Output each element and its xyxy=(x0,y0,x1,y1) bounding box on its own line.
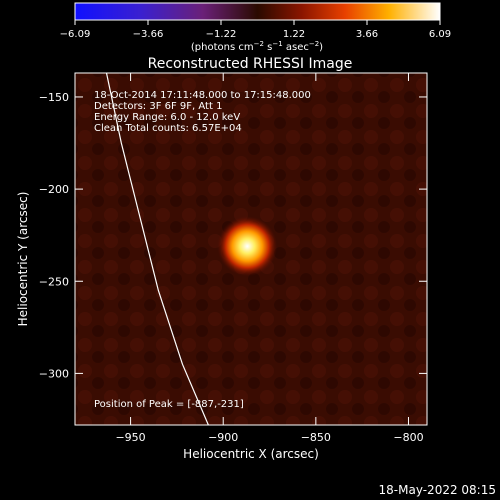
chart-title: Reconstructed RHESSI Image xyxy=(148,56,353,72)
annotations: 18-Oct-2014 17:11:48.000 to 17:15:48.000… xyxy=(94,90,311,410)
footer-timestamp: 18-May-2022 08:15 xyxy=(379,483,496,497)
colorbar: −6.09 −3.66 −1.22 1.22 3.66 6.09 (photons cm−… xyxy=(60,2,451,53)
peak-position-label: Position of Peak = [-887,-231] xyxy=(94,399,244,410)
colorbar-tick-label: 1.22 xyxy=(283,29,305,40)
colorbar-ticks: −6.09 −3.66 −1.22 1.22 3.66 6.09 xyxy=(60,20,451,40)
x-ray-source xyxy=(217,216,278,277)
colorbar-unit-exp2: −1 xyxy=(272,40,282,48)
x-tick-label: −800 xyxy=(393,431,423,444)
y-tick-label: −300 xyxy=(39,367,69,380)
axis-ticks: −950 −900 −850 −800 −150 −200 −250 −300 xyxy=(39,73,427,444)
annotation-detectors: Detectors: 3F 6F 9F, Att 1 xyxy=(94,101,222,112)
y-tick-label: −150 xyxy=(39,91,69,104)
colorbar-unit-exp1: −2 xyxy=(254,40,264,48)
colorbar-tick-label: −6.09 xyxy=(60,29,91,40)
y-axis-label: Heliocentric Y (arcsec) xyxy=(16,192,30,327)
colorbar-unit-mid: s xyxy=(264,42,272,53)
x-tick-label: −850 xyxy=(301,431,331,444)
solar-limb-curve xyxy=(105,72,209,426)
y-tick-label: −250 xyxy=(39,275,69,288)
annotation-total-counts: Clean Total counts: 6.57E+04 xyxy=(94,123,242,134)
colorbar-tick-label: −1.22 xyxy=(206,29,237,40)
colorbar-unit-label: (photons cm−2 s−1 asec−2) xyxy=(191,40,323,53)
x-tick-label: −950 xyxy=(115,431,145,444)
colorbar-tick-label: −3.66 xyxy=(133,29,164,40)
colorbar-tick-label: 6.09 xyxy=(429,29,451,40)
x-axis-label: Heliocentric X (arcsec) xyxy=(183,447,319,461)
colorbar-unit-exp3: −2 xyxy=(309,40,319,48)
y-tick-label: −200 xyxy=(39,183,69,196)
colorbar-unit-suffix1: asec xyxy=(283,42,309,53)
annotation-energy-range: Energy Range: 6.0 - 12.0 keV xyxy=(94,112,240,123)
colorbar-tick-label: 3.66 xyxy=(356,29,378,40)
x-tick-label: −900 xyxy=(208,431,238,444)
colorbar-unit-suffix2: ) xyxy=(319,42,323,53)
colorbar-gradient xyxy=(74,2,441,21)
plot-frame xyxy=(74,72,428,426)
annotation-time-range: 18-Oct-2014 17:11:48.000 to 17:15:48.000 xyxy=(94,90,311,101)
colorbar-unit-prefix: (photons cm xyxy=(191,42,254,53)
image-area: −950 −900 −850 −800 −150 −200 −250 −300 xyxy=(39,72,428,444)
